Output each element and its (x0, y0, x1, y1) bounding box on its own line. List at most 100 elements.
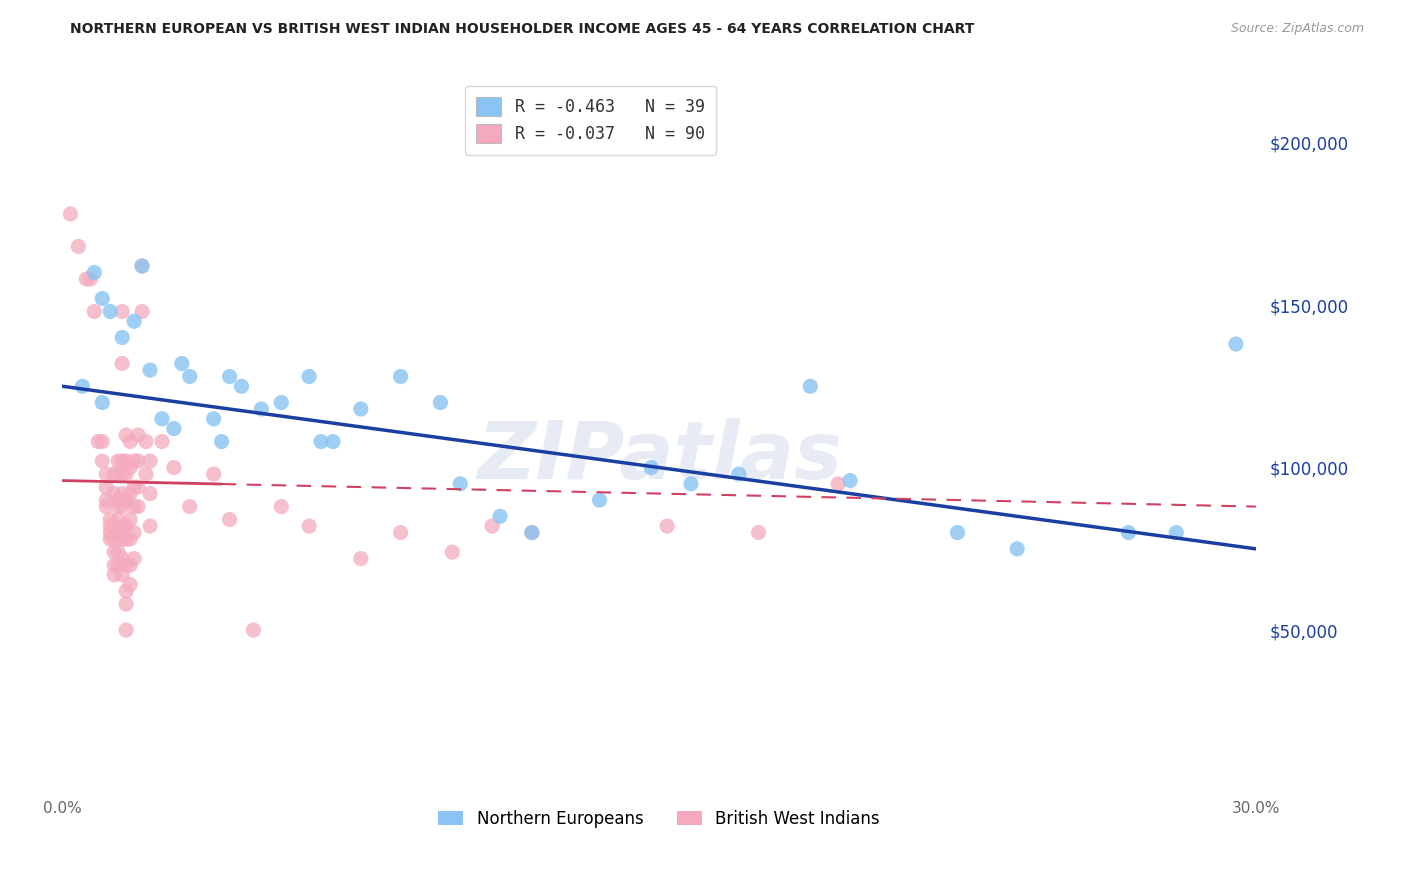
Point (91, 434, 114, 449)
Point (115, 558, 138, 573)
Point (429, 395, 451, 409)
Point (127, 454, 149, 468)
Point (111, 467, 134, 481)
Point (111, 454, 134, 468)
Point (115, 532, 138, 546)
Point (115, 454, 138, 468)
Point (115, 623, 138, 637)
Point (111, 532, 134, 546)
Point (322, 434, 344, 449)
Point (115, 467, 138, 481)
Point (1005, 541, 1028, 556)
Point (122, 454, 145, 468)
Point (489, 509, 512, 524)
Point (72, 379, 94, 393)
Point (87, 434, 110, 449)
Point (115, 493, 138, 508)
Point (139, 363, 162, 377)
Point (163, 421, 186, 435)
Point (139, 519, 162, 533)
Point (96, 500, 118, 514)
Point (111, 567, 134, 582)
Point (127, 480, 149, 494)
Point (107, 512, 129, 526)
Point (727, 467, 749, 481)
Point (120, 512, 142, 526)
Point (449, 476, 471, 491)
Point (103, 486, 125, 500)
Point (96, 480, 118, 494)
Point (309, 434, 332, 449)
Point (122, 480, 145, 494)
Point (107, 558, 129, 573)
Point (270, 395, 292, 409)
Point (1118, 525, 1140, 540)
Point (91, 454, 114, 468)
Point (111, 304, 134, 318)
Point (120, 460, 142, 475)
Point (179, 500, 201, 514)
Legend: Northern Europeans, British West Indians: Northern Europeans, British West Indians (432, 803, 887, 834)
Point (67, 239, 90, 253)
Point (150, 411, 173, 425)
Point (839, 474, 862, 488)
Point (122, 525, 145, 540)
Point (98, 532, 121, 546)
Point (250, 402, 273, 417)
Point (103, 567, 125, 582)
Point (103, 545, 125, 559)
Point (115, 428, 138, 442)
Point (131, 304, 153, 318)
Point (179, 369, 201, 384)
Point (139, 486, 162, 500)
Point (107, 454, 129, 468)
Point (350, 402, 373, 417)
Point (441, 545, 464, 559)
Point (218, 369, 240, 384)
Point (135, 434, 157, 449)
Point (350, 551, 373, 566)
Point (103, 532, 125, 546)
Point (111, 519, 134, 533)
Point (163, 460, 186, 475)
Point (270, 500, 292, 514)
Text: Source: ZipAtlas.com: Source: ZipAtlas.com (1230, 22, 1364, 36)
Point (139, 454, 162, 468)
Point (120, 532, 142, 546)
Point (1166, 525, 1188, 540)
Point (122, 500, 145, 514)
Point (107, 500, 129, 514)
Point (231, 379, 253, 393)
Point (75, 272, 97, 286)
Point (91, 292, 114, 306)
Point (107, 525, 129, 540)
Point (83, 304, 105, 318)
Point (111, 357, 134, 371)
Point (107, 545, 129, 559)
Point (679, 476, 702, 491)
Point (96, 467, 118, 481)
Point (520, 525, 543, 540)
Point (298, 519, 321, 533)
Point (96, 493, 118, 508)
Point (242, 623, 264, 637)
Point (218, 512, 240, 526)
Point (135, 467, 157, 481)
Point (202, 467, 225, 481)
Point (83, 265, 105, 279)
Point (946, 525, 969, 540)
Point (127, 500, 149, 514)
Point (120, 486, 142, 500)
Point (799, 379, 821, 393)
Point (120, 434, 142, 449)
Point (98, 512, 121, 526)
Point (107, 467, 129, 481)
Point (120, 558, 142, 573)
Point (103, 558, 125, 573)
Point (211, 434, 233, 449)
Point (202, 411, 225, 425)
Point (520, 525, 543, 540)
Point (170, 357, 193, 371)
Point (115, 597, 138, 611)
Point (103, 467, 125, 481)
